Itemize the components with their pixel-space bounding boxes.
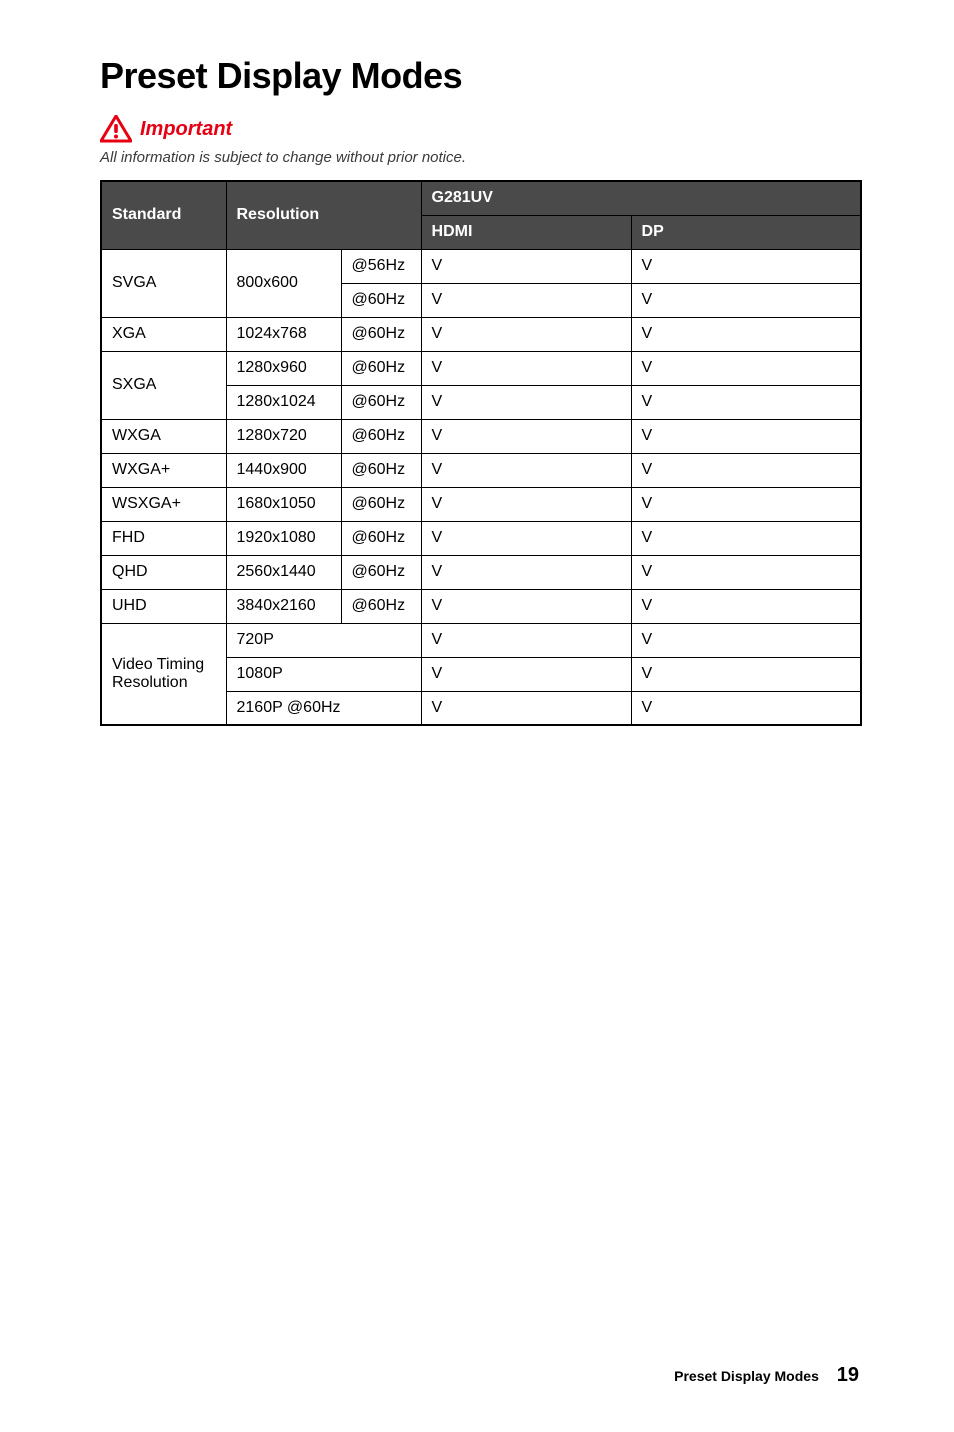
cell-hdmi: V [421,555,631,589]
cell-resolution: 3840x2160 [226,589,341,623]
table-row: Video Timing Resolution 720P V V [101,623,861,657]
cell-dp: V [631,317,861,351]
cell-refresh: @60Hz [341,487,421,521]
cell-standard: XGA [101,317,226,351]
cell-refresh: @60Hz [341,521,421,555]
cell-dp: V [631,249,861,283]
cell-hdmi: V [421,487,631,521]
table-row: SVGA 800x600 @56Hz V V [101,249,861,283]
cell-resolution: 800x600 [226,249,341,317]
cell-refresh: @60Hz [341,419,421,453]
cell-dp: V [631,419,861,453]
footer-section-label: Preset Display Modes [674,1368,819,1384]
cell-hdmi: V [421,385,631,419]
cell-standard: UHD [101,589,226,623]
cell-resolution: 1280x960 [226,351,341,385]
th-resolution: Resolution [226,181,421,249]
cell-refresh: @60Hz [341,283,421,317]
cell-dp: V [631,589,861,623]
cell-standard: Video Timing Resolution [101,623,226,725]
table-row: WXGA 1280x720 @60Hz V V [101,419,861,453]
table-row: XGA 1024x768 @60Hz V V [101,317,861,351]
important-label: Important [140,118,232,141]
cell-dp: V [631,691,861,725]
cell-dp: V [631,283,861,317]
cell-dp: V [631,521,861,555]
cell-resolution: 720P [226,623,421,657]
cell-hdmi: V [421,283,631,317]
warning-icon [100,115,132,143]
footer-page-number: 19 [837,1364,859,1386]
cell-refresh: @60Hz [341,453,421,487]
page-title: Preset Display Modes [100,55,859,97]
notice-text: All information is subject to change wit… [100,149,859,166]
cell-dp: V [631,555,861,589]
cell-refresh: @56Hz [341,249,421,283]
cell-standard: FHD [101,521,226,555]
cell-standard: WXGA+ [101,453,226,487]
cell-refresh: @60Hz [341,351,421,385]
cell-resolution: 1280x1024 [226,385,341,419]
cell-hdmi: V [421,351,631,385]
cell-hdmi: V [421,317,631,351]
cell-standard: SXGA [101,351,226,419]
cell-dp: V [631,351,861,385]
page-footer: Preset Display Modes 19 [674,1364,859,1387]
th-hdmi: HDMI [421,215,631,249]
cell-resolution: 1024x768 [226,317,341,351]
cell-resolution: 1440x900 [226,453,341,487]
cell-hdmi: V [421,657,631,691]
cell-dp: V [631,623,861,657]
cell-dp: V [631,657,861,691]
cell-refresh: @60Hz [341,385,421,419]
cell-hdmi: V [421,521,631,555]
cell-hdmi: V [421,453,631,487]
table-row: WSXGA+ 1680x1050 @60Hz V V [101,487,861,521]
cell-hdmi: V [421,691,631,725]
table-row: QHD 2560x1440 @60Hz V V [101,555,861,589]
cell-refresh: @60Hz [341,555,421,589]
cell-resolution: 1080P [226,657,421,691]
th-dp: DP [631,215,861,249]
cell-resolution: 2160P @60Hz [226,691,421,725]
cell-resolution: 1920x1080 [226,521,341,555]
cell-standard: QHD [101,555,226,589]
cell-resolution: 2560x1440 [226,555,341,589]
cell-hdmi: V [421,419,631,453]
cell-resolution: 1680x1050 [226,487,341,521]
cell-hdmi: V [421,589,631,623]
cell-hdmi: V [421,249,631,283]
cell-refresh: @60Hz [341,589,421,623]
table-row: UHD 3840x2160 @60Hz V V [101,589,861,623]
cell-dp: V [631,385,861,419]
cell-standard: WSXGA+ [101,487,226,521]
cell-dp: V [631,453,861,487]
cell-standard: SVGA [101,249,226,317]
th-standard: Standard [101,181,226,249]
display-modes-table: Standard Resolution G281UV HDMI DP SVGA … [100,180,862,726]
cell-standard: WXGA [101,419,226,453]
cell-resolution: 1280x720 [226,419,341,453]
important-callout: Important [100,115,859,143]
cell-hdmi: V [421,623,631,657]
cell-refresh: @60Hz [341,317,421,351]
cell-dp: V [631,487,861,521]
table-row: SXGA 1280x960 @60Hz V V [101,351,861,385]
th-model: G281UV [421,181,861,215]
table-row: WXGA+ 1440x900 @60Hz V V [101,453,861,487]
table-row: FHD 1920x1080 @60Hz V V [101,521,861,555]
